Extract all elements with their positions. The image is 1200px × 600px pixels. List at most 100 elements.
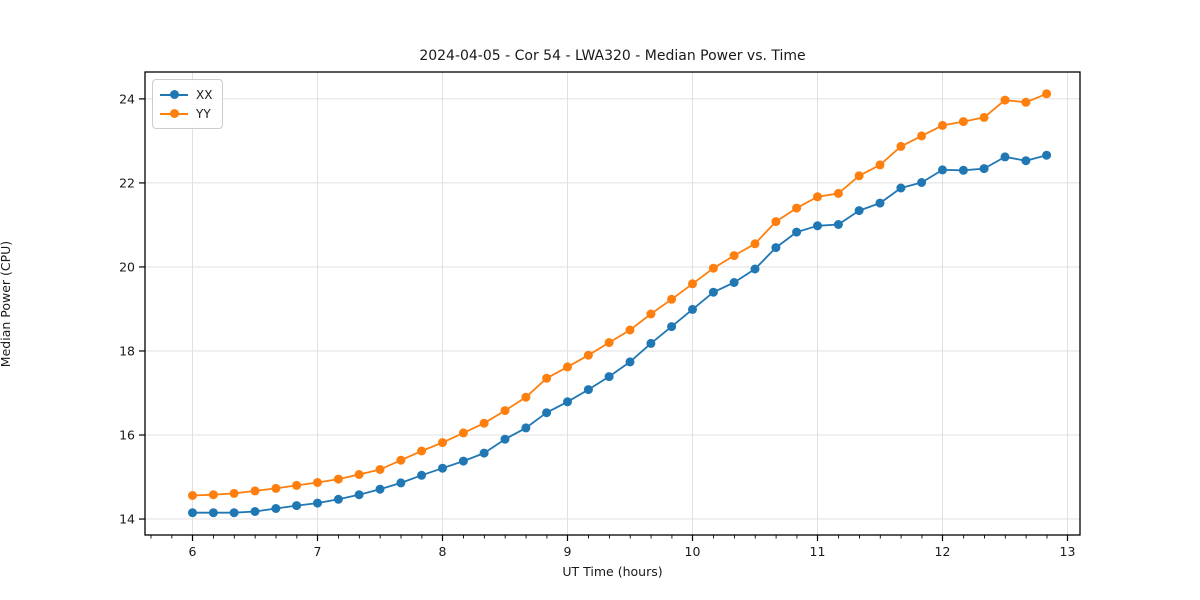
- series-xx-point: [542, 408, 552, 418]
- series-yy-point: [1021, 97, 1031, 107]
- series-yy-point: [625, 325, 635, 335]
- series-yy-point: [438, 438, 447, 448]
- series-yy-point: [313, 478, 322, 487]
- legend-item-xx: XX: [160, 85, 212, 104]
- y-axis-label: Median Power (CPU): [0, 240, 13, 368]
- y-tick-label: 14: [119, 512, 135, 527]
- series-yy-point: [688, 279, 697, 289]
- series-yy-point: [208, 490, 218, 500]
- y-tick-label: 24: [119, 91, 135, 106]
- series-xx-point: [375, 484, 385, 494]
- series-yy-point: [563, 362, 572, 372]
- series-xx-point: [625, 357, 635, 367]
- series-xx-point: [938, 165, 947, 175]
- series-yy-point: [938, 120, 947, 130]
- series-xx-point: [1021, 156, 1031, 166]
- series-yy-point: [1042, 89, 1052, 99]
- series-yy-point: [729, 251, 739, 261]
- x-tick-label: 10: [685, 544, 701, 559]
- series-xx-point: [792, 227, 802, 237]
- series-xx-point: [667, 322, 677, 332]
- legend-dot-yy: [170, 108, 179, 118]
- series-yy-point: [479, 418, 489, 428]
- x-tick-label: 9: [564, 544, 572, 559]
- series-yy-point: [250, 486, 260, 496]
- legend-dot-xx: [170, 89, 179, 99]
- series-yy-point: [979, 112, 989, 122]
- series-xx-point: [208, 508, 218, 518]
- series-xx-point: [396, 478, 406, 488]
- series-xx-point: [1042, 150, 1052, 160]
- series-yy-point: [188, 491, 197, 500]
- series-yy-point: [917, 131, 927, 141]
- series-xx-point: [500, 434, 510, 444]
- series-xx-point: [250, 507, 260, 516]
- y-tick-label: 20: [119, 259, 135, 274]
- series-yy-point: [229, 488, 239, 498]
- series-xx-point: [729, 278, 739, 287]
- series-yy-point: [667, 294, 677, 304]
- series-yy-point: [646, 309, 656, 319]
- series-xx-point: [896, 183, 906, 193]
- series-xx-point: [417, 470, 427, 480]
- series-xx-point: [438, 463, 447, 473]
- x-tick-label: 12: [935, 544, 951, 559]
- series-xx-point: [479, 448, 489, 458]
- series-xx-point: [1000, 152, 1010, 162]
- series-xx-point: [688, 304, 697, 314]
- legend: XX YY: [152, 79, 224, 129]
- series-yy-point: [854, 171, 864, 181]
- series-xx-point: [271, 504, 281, 513]
- series-yy-point: [542, 373, 552, 383]
- series-xx-point: [854, 206, 864, 216]
- series-yy-point: [896, 141, 906, 151]
- series-xx-point: [292, 501, 302, 511]
- x-axis-label: UT Time (hours): [562, 564, 663, 579]
- series-yy-point: [1000, 95, 1010, 105]
- series-yy-point: [292, 480, 302, 490]
- series-yy-point: [583, 350, 593, 360]
- series-yy-point: [792, 203, 802, 213]
- series-xx-point: [354, 490, 364, 500]
- series-xx-point: [875, 198, 885, 208]
- legend-label-yy: YY: [196, 106, 211, 121]
- series-xx-point: [229, 508, 239, 518]
- series-yy-point: [604, 338, 614, 348]
- legend-label-xx: XX: [196, 87, 213, 102]
- series-xx-point: [521, 423, 531, 433]
- series-xx-point: [604, 372, 614, 382]
- x-tick-label: 7: [314, 544, 322, 559]
- series-xx-point: [750, 264, 760, 274]
- legend-line-marker-icon: [160, 108, 188, 119]
- series-xx-point: [583, 385, 593, 395]
- series-xx-line: [192, 154, 1047, 514]
- series-yy-point: [771, 217, 781, 227]
- series-yy-point: [521, 392, 531, 402]
- series-xx-point: [188, 508, 197, 518]
- series-xx-point: [917, 178, 927, 187]
- series-yy-point: [417, 446, 427, 456]
- series-yy-point: [500, 406, 510, 416]
- series-xx-point: [958, 165, 968, 175]
- series-xx-point: [979, 164, 989, 174]
- series-yy-point: [708, 263, 718, 273]
- series-yy-point: [750, 239, 760, 249]
- series-yy-point: [333, 474, 343, 484]
- x-tick-label: 8: [439, 544, 447, 559]
- series-yy-point: [375, 465, 385, 474]
- series-xx-point: [708, 287, 718, 297]
- series-xx-point: [771, 243, 781, 253]
- series-yy-point: [396, 455, 406, 465]
- series-yy-point: [458, 428, 468, 438]
- series-xx-point: [563, 397, 572, 407]
- series-xx-point: [813, 221, 822, 231]
- chart-title: 2024-04-05 - Cor 54 - LWA320 - Median Po…: [419, 48, 806, 64]
- y-tick-label: 16: [119, 428, 135, 443]
- series-yy-point: [354, 470, 364, 479]
- series-yy-point: [875, 160, 885, 170]
- series-xx-point: [333, 494, 343, 504]
- y-tick-label: 22: [119, 175, 135, 190]
- legend-item-yy: YY: [160, 104, 212, 123]
